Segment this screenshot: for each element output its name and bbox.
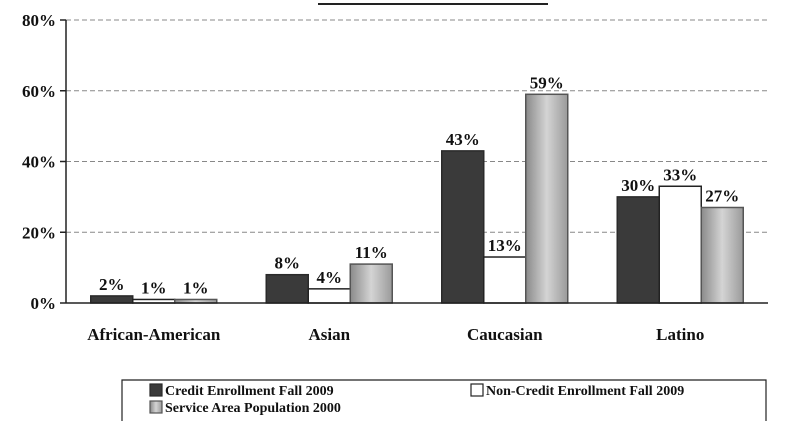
- data-label: 4%: [317, 268, 343, 287]
- legend-entry: Non-Credit Enrollment Fall 2009: [486, 384, 684, 399]
- bar-latino-series-2: [658, 185, 702, 304]
- data-label: 30%: [621, 176, 655, 195]
- data-labels: 2% 1% 1% 8% 4% 11% 43% 13% 59% 30% 33% 27%: [99, 73, 739, 297]
- bar-latino-series-1: [616, 196, 660, 304]
- bar-caucasian-series-2: [483, 256, 527, 304]
- x-category-label: African-American: [87, 325, 221, 344]
- x-category-label: Latino: [656, 325, 704, 344]
- y-tick-label: 40%: [22, 153, 56, 172]
- legend-entry: Service Area Population 2000: [165, 401, 341, 416]
- y-axis-ticks: 0% 20% 40% 60% 80%: [22, 11, 66, 313]
- bar-latino-series-3: [700, 206, 744, 304]
- data-label: 27%: [705, 186, 739, 205]
- data-label: 2%: [99, 275, 125, 294]
- data-label: 1%: [141, 278, 167, 297]
- data-label: 33%: [663, 165, 697, 184]
- x-category-label: Asian: [308, 325, 350, 344]
- y-tick-label: 80%: [22, 11, 56, 30]
- bar-caucasian-series-1: [441, 150, 485, 304]
- y-tick-label: 0%: [31, 294, 57, 313]
- data-label: 13%: [488, 236, 522, 255]
- data-label: 1%: [183, 278, 209, 297]
- legend-swatch: [470, 383, 484, 397]
- bar-caucasian-series-3: [525, 93, 569, 304]
- bar-asian-series-1: [265, 273, 309, 304]
- legend-entry: Credit Enrollment Fall 2009: [165, 384, 334, 399]
- bar-african-american-series-1: [90, 295, 134, 304]
- bar-asian-series-2: [307, 288, 351, 304]
- data-label: 8%: [275, 254, 301, 273]
- category-labels: African-American Asian Caucasian Latino: [87, 325, 704, 344]
- data-label: 43%: [446, 130, 480, 149]
- bars: [90, 93, 744, 304]
- legend-frame: [121, 379, 767, 421]
- x-category-label: Caucasian: [467, 325, 543, 344]
- data-label: 59%: [530, 73, 564, 92]
- legend-swatch: [149, 400, 163, 414]
- legend-swatch: [149, 383, 163, 397]
- bar-asian-series-3: [349, 263, 393, 304]
- axes: [65, 20, 768, 304]
- y-tick-label: 60%: [22, 82, 56, 101]
- y-tick-label: 20%: [22, 223, 56, 242]
- data-label: 11%: [355, 243, 388, 262]
- legend: Credit Enrollment Fall 2009 Non-Credit En…: [121, 379, 767, 421]
